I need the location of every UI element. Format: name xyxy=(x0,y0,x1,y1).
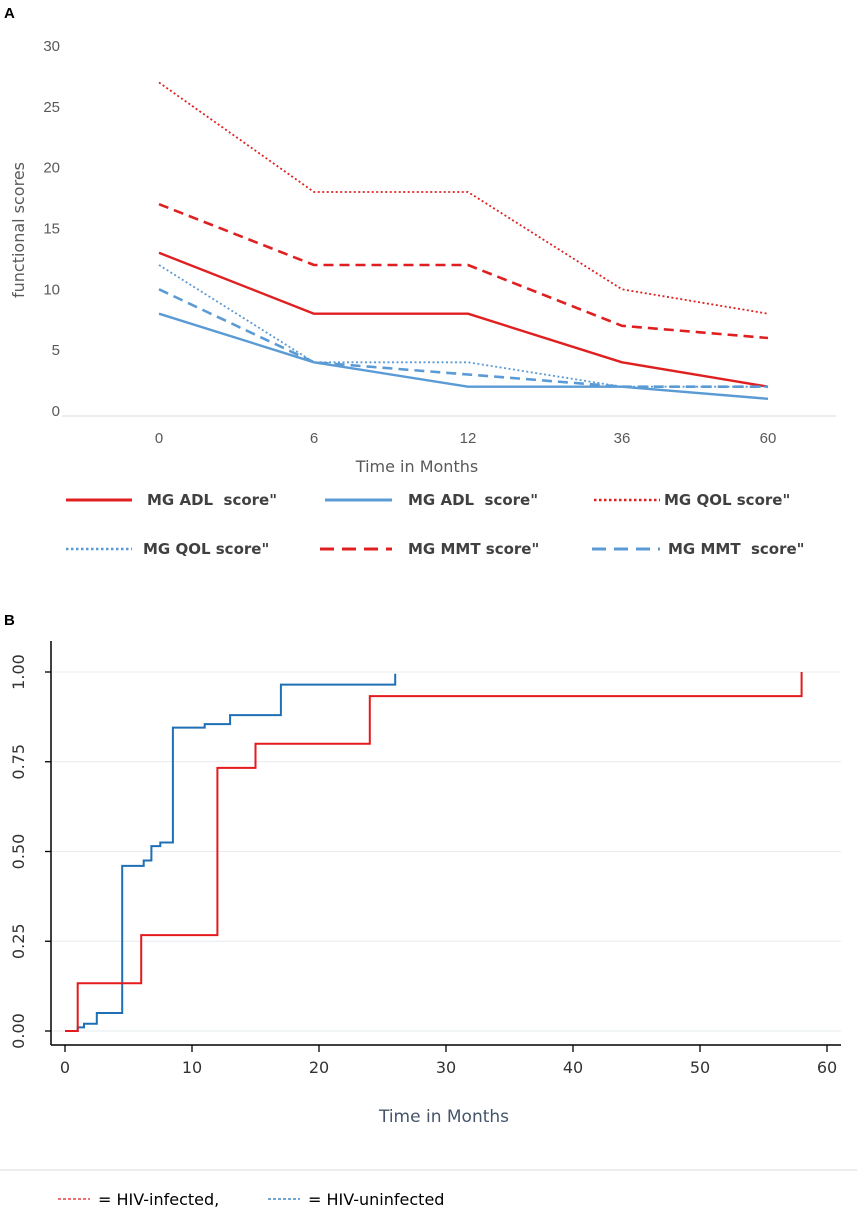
panel-b-y-tick-label: 1.00 xyxy=(9,654,28,690)
panel-b-x-tick-label: 20 xyxy=(309,1058,329,1077)
panel-b-x-tick-label: 40 xyxy=(563,1058,583,1077)
panel-b-x-tick-label: 10 xyxy=(182,1058,202,1077)
panel-a-series-line-5-mg-mmt-score-dashed xyxy=(158,202,769,340)
panel-a-legend-label: MG QOL score" xyxy=(664,491,790,509)
panel-b-label: B xyxy=(4,612,15,629)
panel-b-x-tick-label: 50 xyxy=(690,1058,710,1077)
panel-b-y-tick-label: 0.75 xyxy=(9,744,28,780)
panel-a-y-tick-label: 10 xyxy=(43,281,60,298)
panel-a-x-tick-label: 0 xyxy=(155,430,163,447)
panel-a-label: A xyxy=(4,5,15,22)
panel-a-x-tick-label: 6 xyxy=(310,430,318,447)
panel-b-y-tick-label: 0.50 xyxy=(9,834,28,870)
panel-a-series-line-3-mg-qol-score-dotted xyxy=(158,81,769,315)
panel-a-x-tick-label: 36 xyxy=(614,430,631,447)
panel-b-step-line-hiv-uninfected xyxy=(65,673,397,1032)
panel-b-y-tick-label: 0.25 xyxy=(9,923,28,959)
panel-a-x-tick-label: 60 xyxy=(760,430,777,447)
panel-a-y-tick-label: 0 xyxy=(52,403,60,420)
panel-a-series-line-1-mg-adl-score-solid xyxy=(158,251,769,388)
panel-b-x-tick-label: 30 xyxy=(436,1058,456,1077)
panel-a-y-tick-label: 5 xyxy=(52,342,60,359)
panel-b-x-axis-label: Time in Months xyxy=(378,1107,509,1127)
panel-a-y-tick-label: 30 xyxy=(43,38,60,55)
panel-a-legend-label: MG MMT score" xyxy=(668,540,805,558)
panel-a-x-tick-label: 12 xyxy=(460,430,477,447)
panel-a-x-axis-label: Time in Months xyxy=(355,457,478,476)
legend-label-hiv-uninfected: = HIV-uninfected xyxy=(308,1190,444,1209)
panel-a-series-line-4-mg-qol-score-dotted xyxy=(158,264,768,388)
panel-b-x-tick-label: 60 xyxy=(817,1058,837,1077)
panel-a-legend-label: MG QOL score" xyxy=(143,540,269,558)
panel-a-legend-label: MG ADL score" xyxy=(408,491,538,509)
panel-b-step-line-hiv-infected xyxy=(65,672,803,1032)
panel-a-y-axis-label: functional scores xyxy=(9,162,28,298)
legend-label-hiv-infected: = HIV-infected, xyxy=(98,1190,219,1209)
panel-a-y-tick-label: 15 xyxy=(43,221,60,238)
panel-b-y-tick-label: 0.00 xyxy=(9,1013,28,1049)
panel-a-y-tick-label: 20 xyxy=(43,160,60,177)
panel-a-legend-label: MG ADL score" xyxy=(147,491,277,509)
panel-a-y-tick-label: 25 xyxy=(43,99,60,116)
panel-b-x-tick-label: 0 xyxy=(60,1058,70,1077)
panel-a-legend-label: MG MMT score" xyxy=(408,540,539,558)
